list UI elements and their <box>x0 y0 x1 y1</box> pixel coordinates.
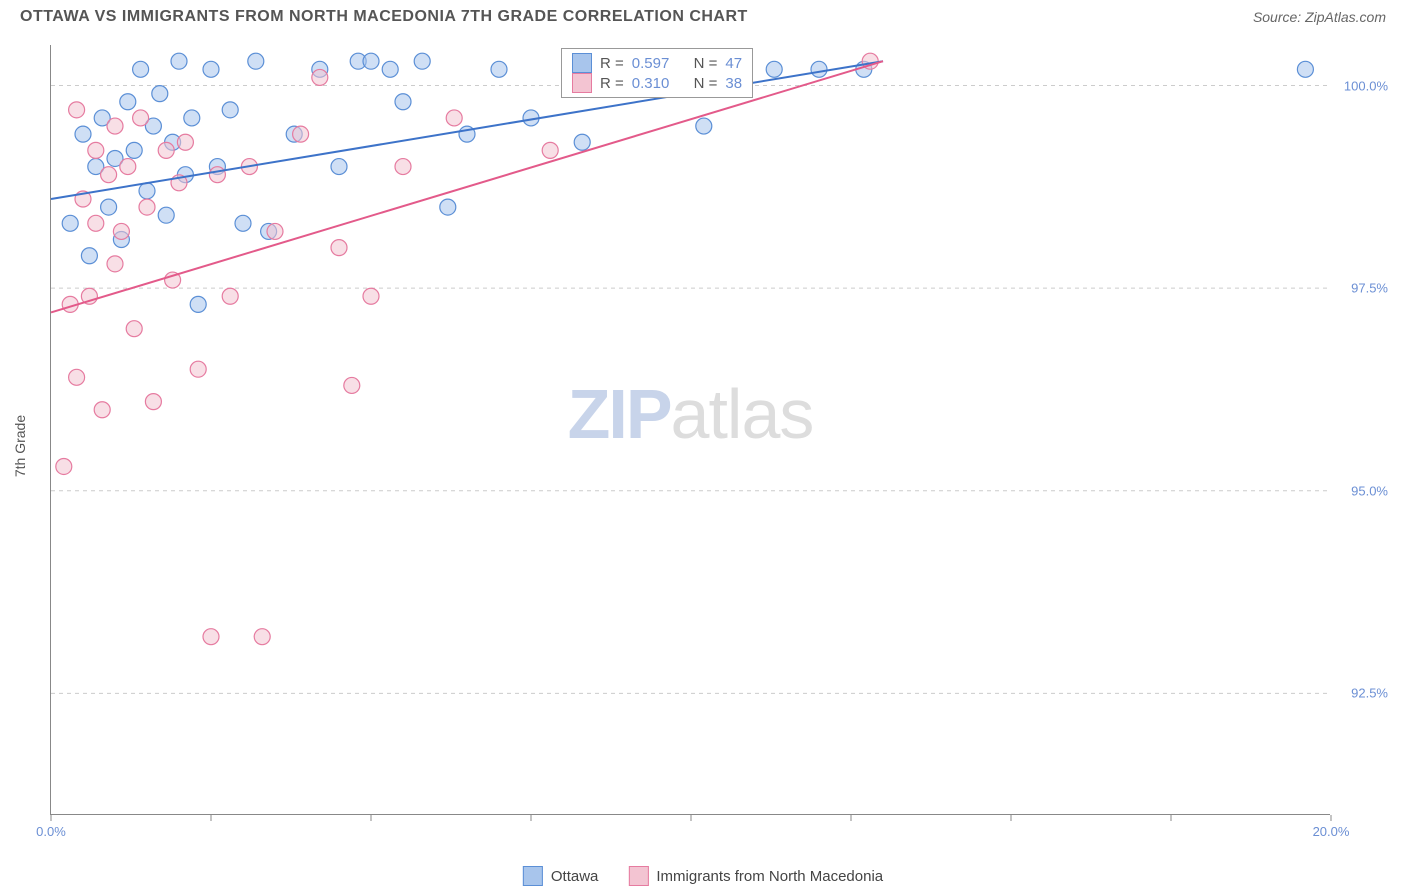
data-point <box>81 248 97 264</box>
data-point <box>395 94 411 110</box>
legend-swatch <box>628 866 648 886</box>
data-point <box>331 159 347 175</box>
data-point <box>139 199 155 215</box>
data-point <box>133 61 149 77</box>
data-point <box>267 223 283 239</box>
data-point <box>133 110 149 126</box>
x-tick-label: 20.0% <box>1313 824 1350 839</box>
data-point <box>126 321 142 337</box>
data-point <box>222 102 238 118</box>
data-point <box>126 142 142 158</box>
data-point <box>56 458 72 474</box>
data-point <box>152 86 168 102</box>
y-tick-label: 92.5% <box>1351 686 1388 701</box>
legend-swatch <box>572 53 592 73</box>
y-tick-label: 95.0% <box>1351 483 1388 498</box>
correlation-stats-box: R = 0.597 N = 47 R = 0.310 N = 38 <box>561 48 753 98</box>
data-point <box>811 61 827 77</box>
data-point <box>446 110 462 126</box>
data-point <box>69 369 85 385</box>
data-point <box>101 199 117 215</box>
data-point <box>331 240 347 256</box>
chart-title: OTTAWA VS IMMIGRANTS FROM NORTH MACEDONI… <box>20 8 748 26</box>
legend-label: Immigrants from North Macedonia <box>656 868 883 885</box>
source-attribution: Source: ZipAtlas.com <box>1253 9 1386 25</box>
data-point <box>235 215 251 231</box>
data-point <box>62 215 78 231</box>
data-point <box>113 223 129 239</box>
data-point <box>171 53 187 69</box>
data-point <box>395 159 411 175</box>
data-point <box>75 126 91 142</box>
y-tick-label: 97.5% <box>1351 281 1388 296</box>
data-point <box>363 288 379 304</box>
stat-r-label: R = <box>600 75 624 92</box>
stat-n-label: N = <box>694 55 718 72</box>
x-tick-label: 0.0% <box>36 824 66 839</box>
trend-line <box>51 61 883 199</box>
data-point <box>222 288 238 304</box>
chart-plot-area: ZIPatlas 92.5%95.0%97.5%100.0%0.0%20.0%R… <box>50 45 1330 815</box>
data-point <box>184 110 200 126</box>
data-point <box>542 142 558 158</box>
data-point <box>574 134 590 150</box>
data-point <box>440 199 456 215</box>
data-point <box>363 53 379 69</box>
stat-r-label: R = <box>600 55 624 72</box>
stat-r-value: 0.310 <box>632 75 670 92</box>
legend-item: Immigrants from North Macedonia <box>628 866 883 886</box>
data-point <box>209 167 225 183</box>
stat-r-value: 0.597 <box>632 55 670 72</box>
data-point <box>101 167 117 183</box>
data-point <box>696 118 712 134</box>
data-point <box>766 61 782 77</box>
data-point <box>344 377 360 393</box>
data-point <box>1297 61 1313 77</box>
data-point <box>382 61 398 77</box>
data-point <box>248 53 264 69</box>
data-point <box>491 61 507 77</box>
y-tick-label: 100.0% <box>1344 78 1388 93</box>
data-point <box>414 53 430 69</box>
data-point <box>107 118 123 134</box>
data-point <box>139 183 155 199</box>
stats-row: R = 0.597 N = 47 <box>572 53 742 73</box>
data-point <box>107 256 123 272</box>
data-point <box>312 69 328 85</box>
legend-swatch <box>523 866 543 886</box>
data-point <box>158 207 174 223</box>
data-point <box>293 126 309 142</box>
data-point <box>94 402 110 418</box>
data-point <box>88 142 104 158</box>
legend-label: Ottawa <box>551 868 599 885</box>
data-point <box>177 134 193 150</box>
data-point <box>145 394 161 410</box>
chart-header: OTTAWA VS IMMIGRANTS FROM NORTH MACEDONI… <box>0 0 1406 34</box>
stat-n-value: 47 <box>725 55 742 72</box>
data-point <box>254 629 270 645</box>
y-axis-label: 7th Grade <box>12 415 28 477</box>
data-point <box>190 296 206 312</box>
data-point <box>120 159 136 175</box>
legend-swatch <box>572 73 592 93</box>
data-point <box>69 102 85 118</box>
stat-n-value: 38 <box>725 75 742 92</box>
chart-svg <box>51 45 1330 814</box>
data-point <box>158 142 174 158</box>
data-point <box>203 61 219 77</box>
stats-row: R = 0.310 N = 38 <box>572 73 742 93</box>
data-point <box>203 629 219 645</box>
stat-n-label: N = <box>694 75 718 92</box>
data-point <box>120 94 136 110</box>
data-point <box>88 215 104 231</box>
legend: Ottawa Immigrants from North Macedonia <box>523 866 883 886</box>
legend-item: Ottawa <box>523 866 599 886</box>
data-point <box>190 361 206 377</box>
